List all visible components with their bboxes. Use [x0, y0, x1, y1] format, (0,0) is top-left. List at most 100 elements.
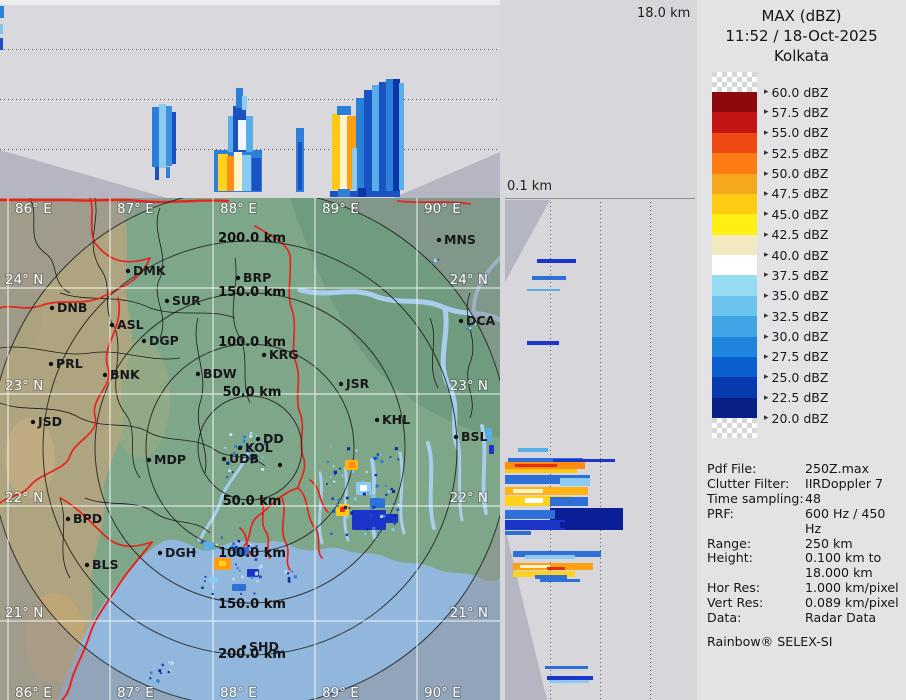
echo-column — [347, 116, 356, 190]
radar-echo-speckle — [287, 577, 291, 580]
radar-echo-speckle — [238, 569, 241, 572]
radar-echo-speckle — [345, 533, 349, 537]
radar-echo-speckle — [351, 470, 355, 473]
station-label: DNB — [57, 300, 87, 315]
legend-label-text: 22.5 dBZ — [771, 390, 829, 406]
legend-band — [712, 295, 757, 317]
radar-echo-speckle — [250, 547, 253, 550]
radar-echo-speckle — [249, 447, 253, 451]
station-marker — [141, 338, 147, 344]
radar-echo-speckle — [379, 453, 382, 456]
radar-echo-speckle — [255, 434, 259, 438]
legend-tick-arrow: ▸ — [764, 372, 769, 383]
legend-label-text: 40.0 dBZ — [771, 247, 829, 263]
side-profile-gridline — [550, 198, 551, 700]
info-row-value: 1.000 km/pixel — [805, 580, 899, 596]
station-label: DGP — [149, 333, 179, 348]
echo-column — [372, 85, 380, 192]
radar-echo-speckle — [249, 434, 253, 438]
radar-echo-speckle — [252, 455, 256, 459]
echo-bar — [505, 469, 577, 473]
radar-echo-speckle — [168, 661, 171, 664]
radar-echo-speckle — [231, 545, 234, 548]
radar-echo-speckle — [394, 514, 397, 517]
radar-echo-speckle — [347, 447, 351, 451]
radar-echo-speckle — [220, 536, 223, 539]
latitude-label: 21° N — [450, 605, 488, 621]
radar-echo-speckle — [232, 542, 235, 545]
echo-bar — [547, 676, 593, 680]
longitude-label: 88° E — [220, 685, 257, 700]
range-ring — [94, 292, 406, 604]
radar-echo-speckle — [159, 672, 162, 675]
radar-echo-speckle — [330, 532, 333, 535]
radar-echo-speckle — [372, 506, 376, 509]
station-marker — [458, 318, 464, 324]
radar-echo-speckle — [332, 509, 336, 513]
echo-bar — [560, 478, 590, 486]
legend-label: ▸ 50.0 dBZ — [764, 166, 828, 182]
radar-echo-speckle — [242, 435, 246, 439]
legend-label: ▸ 47.5 dBZ — [764, 186, 828, 202]
radar-echo-speckle — [333, 465, 335, 467]
radar-echo-speckle — [367, 492, 369, 495]
echo-bar — [553, 459, 615, 462]
dbz-color-scale — [712, 72, 757, 438]
radar-echo-speckle — [291, 570, 294, 573]
info-row-value: 250 km — [805, 535, 853, 551]
state-boundaries — [0, 197, 471, 700]
echo-bar — [540, 579, 580, 582]
legend-band — [712, 397, 757, 419]
echo-column — [0, 38, 3, 50]
latitude-label: 24° N — [5, 272, 43, 288]
echo-column — [234, 152, 242, 191]
echo-column — [393, 79, 400, 192]
legend-tick-arrow: ▸ — [764, 87, 769, 97]
info-row-value: 48 — [805, 490, 822, 506]
echo-bar — [527, 289, 560, 291]
station-marker — [338, 381, 344, 387]
radar-echo-speckle — [326, 460, 329, 463]
radar-echo-speckle — [232, 452, 236, 455]
radar-site-name: Kolkata — [773, 47, 830, 65]
legend-tick-arrow: ▸ — [764, 229, 769, 240]
radar-echo-speckle — [337, 498, 340, 502]
info-row-label: Vert Res: — [707, 595, 764, 611]
station-label: DGH — [165, 545, 196, 560]
radar-echo-speckle — [375, 485, 379, 488]
radar-echo-speckle — [331, 497, 335, 501]
echo-column — [399, 83, 404, 190]
radar-echo-speckle — [216, 590, 219, 594]
top-profile-top-strip — [0, 0, 500, 5]
station-marker — [157, 550, 163, 556]
station-label: DD — [263, 431, 284, 446]
radar-echo-speckle — [161, 663, 164, 667]
station-marker — [195, 371, 201, 377]
range-ring-label: 200.0 km — [218, 647, 286, 662]
legend-checker-bottom — [712, 418, 757, 438]
radar-echo-speckle — [365, 471, 368, 473]
legend-tick-arrow: ▸ — [764, 311, 769, 322]
radar-echo-speckle — [247, 544, 251, 547]
legend-tick-arrow: ▸ — [764, 250, 769, 260]
echo-column — [227, 156, 235, 191]
radar-echo-speckle — [392, 489, 396, 493]
top-profile-gridline — [0, 49, 500, 50]
range-ring-label: 150.0 km — [218, 597, 286, 612]
radar-echo-speckle — [287, 572, 290, 575]
radar-echo-speckle — [158, 682, 161, 685]
legend-band — [712, 336, 757, 358]
radar-echo-speckle — [261, 468, 264, 471]
echo-column — [332, 114, 341, 190]
echo-bar — [513, 551, 601, 557]
product-datetime: 11:52 / 18-Oct-2025 — [725, 27, 878, 45]
echo-column — [252, 158, 261, 191]
longitude-label: 89° E — [322, 685, 359, 700]
legend-label-text: 55.0 dBZ — [771, 125, 829, 141]
station-label: BPD — [73, 511, 102, 526]
legend-label-text: 25.0 dBZ — [771, 369, 829, 385]
radar-echo-speckle — [372, 494, 375, 498]
radar-echo-speckle — [236, 567, 239, 570]
legend-band — [712, 193, 757, 215]
range-ring-label: 100.0 km — [218, 546, 286, 561]
